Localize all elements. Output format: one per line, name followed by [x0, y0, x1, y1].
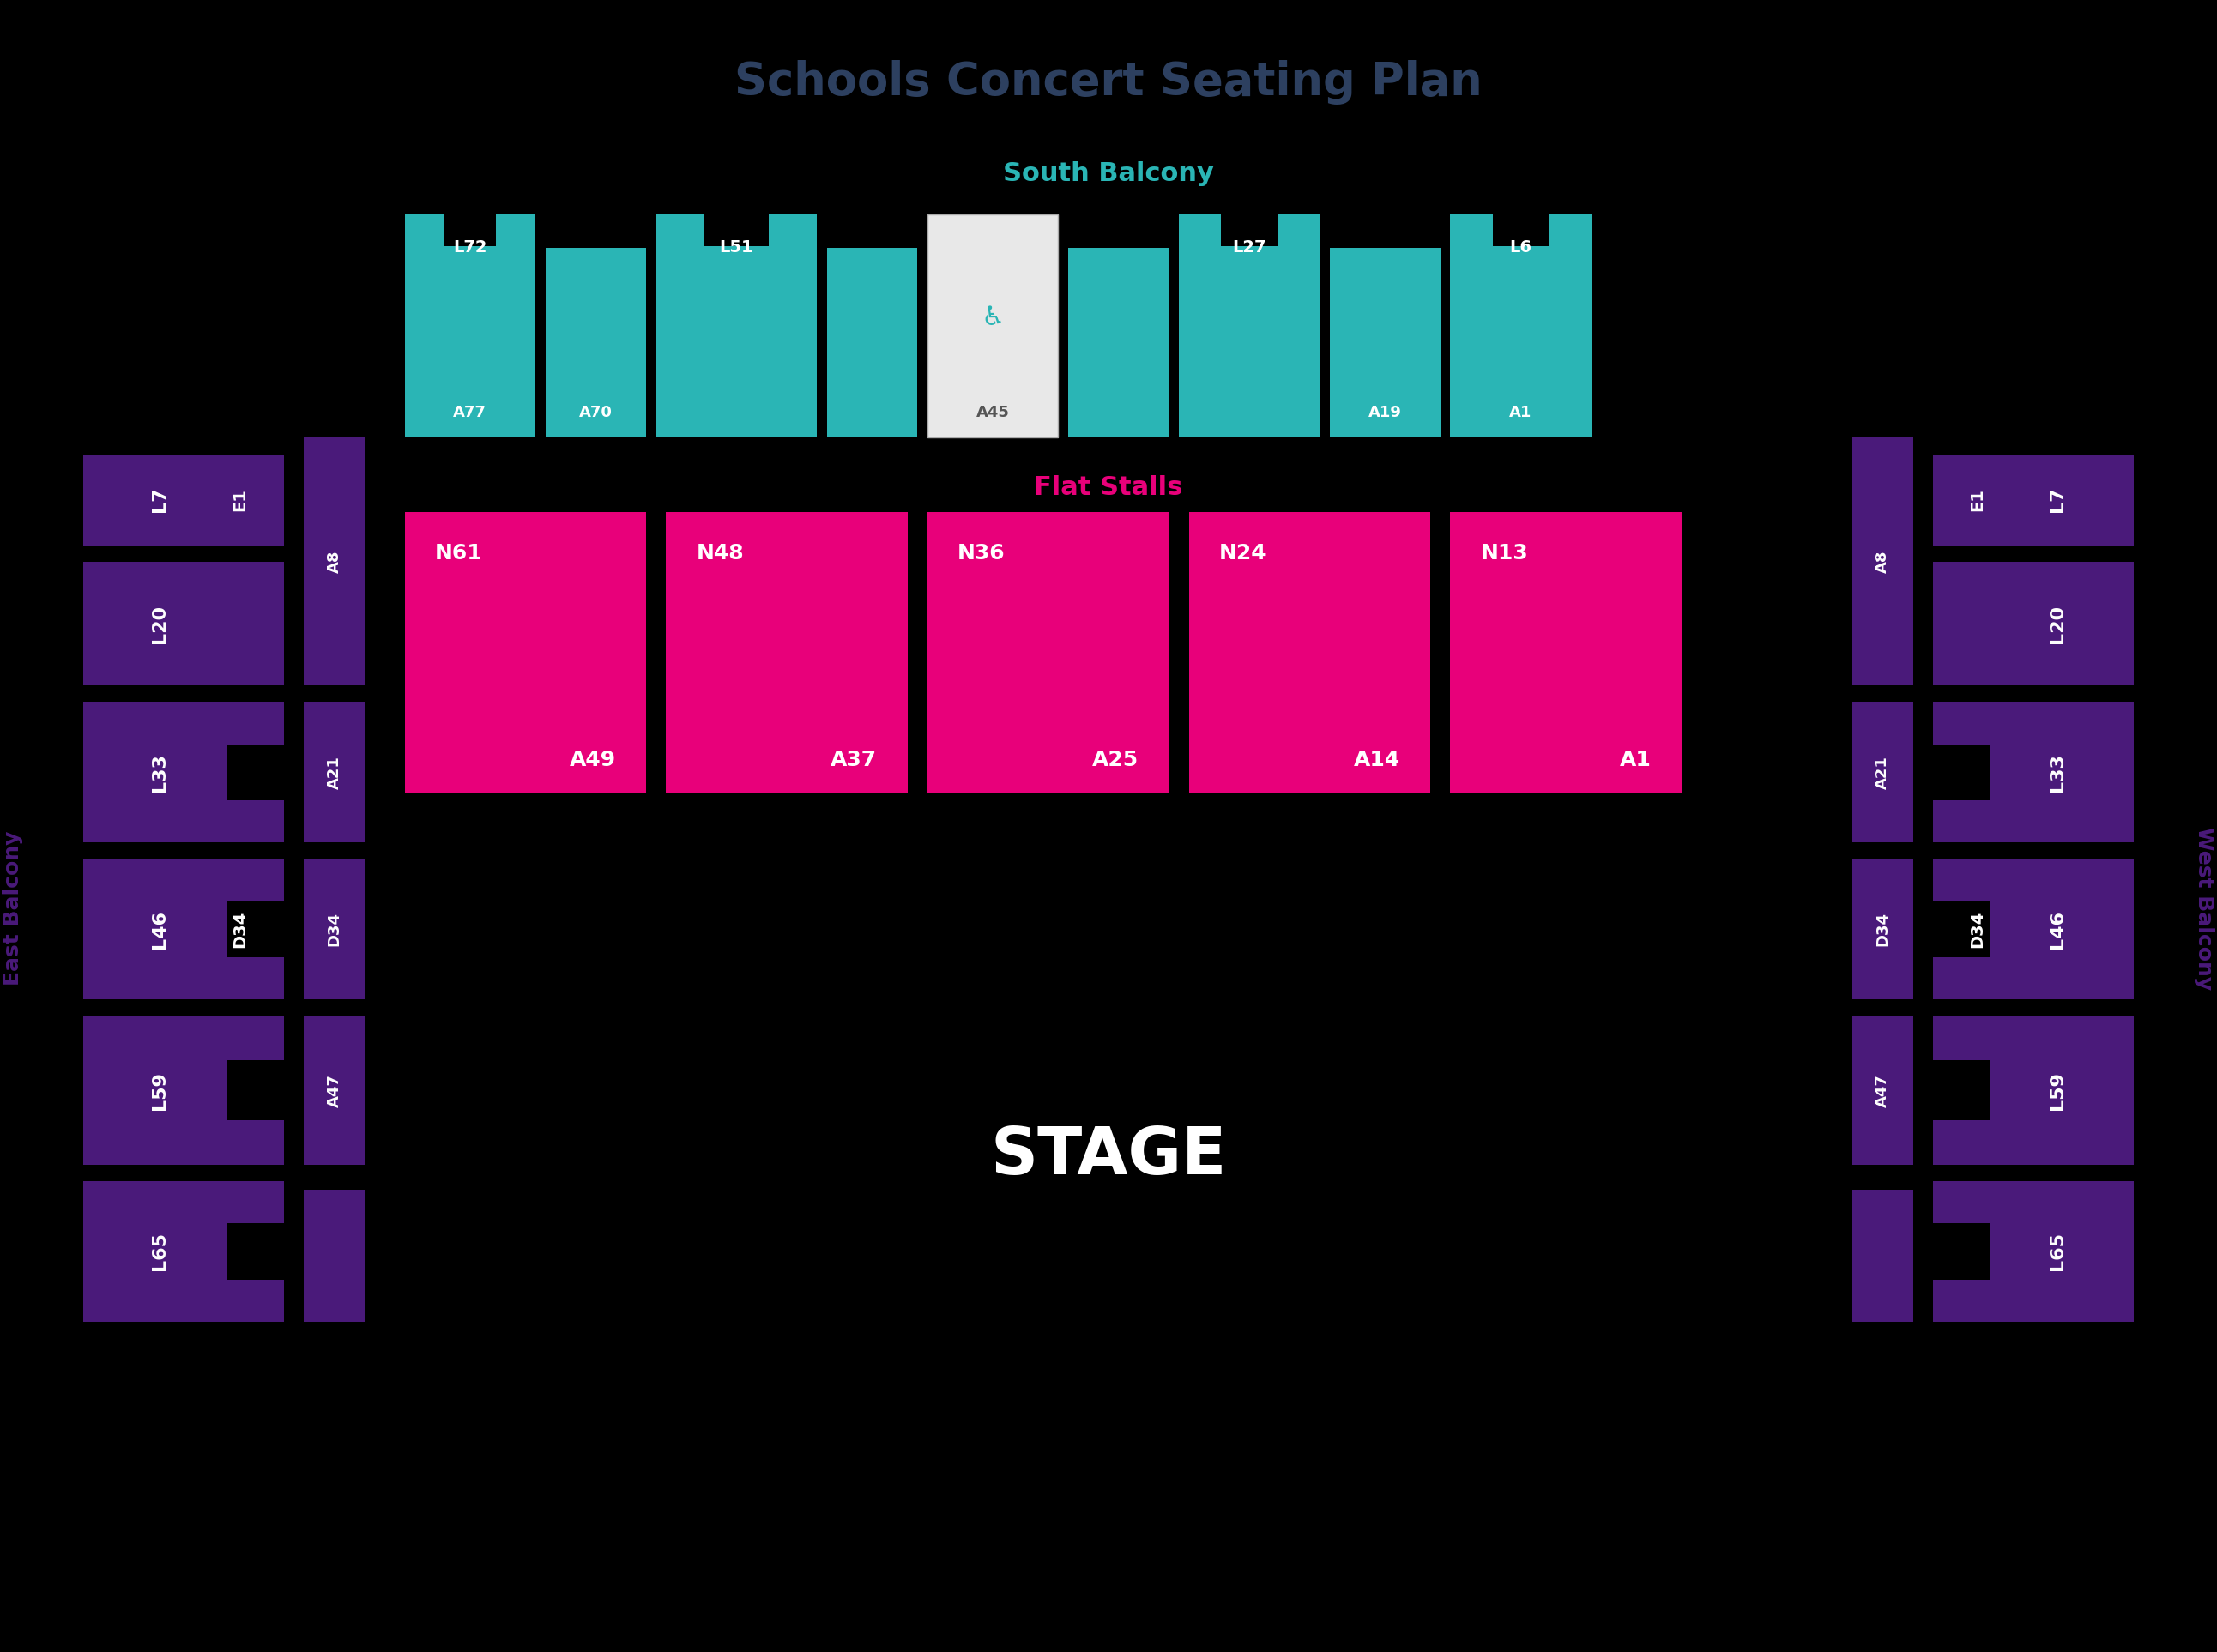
Text: A77: A77 — [452, 405, 488, 421]
Text: L33: L33 — [2049, 753, 2066, 791]
Text: L59: L59 — [2049, 1070, 2066, 1110]
Bar — [228, 743, 284, 800]
Text: A21: A21 — [326, 755, 341, 790]
Bar — [82, 859, 284, 999]
Bar — [927, 215, 1058, 438]
Bar — [1853, 1016, 1913, 1165]
Bar — [1933, 1016, 2135, 1165]
Text: L7: L7 — [2049, 487, 2066, 512]
Bar — [304, 438, 364, 686]
Text: West Balcony: West Balcony — [2195, 828, 2215, 990]
Text: L33: L33 — [151, 753, 168, 791]
Text: A49: A49 — [570, 750, 616, 770]
Bar — [1853, 1189, 1913, 1322]
Text: L20: L20 — [151, 605, 168, 643]
Text: D34: D34 — [231, 910, 248, 948]
Bar — [304, 1189, 364, 1322]
Text: N24: N24 — [1219, 544, 1266, 563]
Bar — [82, 1181, 284, 1322]
Text: L51: L51 — [721, 240, 754, 256]
Bar — [82, 1016, 284, 1165]
Bar — [1222, 213, 1277, 246]
Text: East Balcony: East Balcony — [2, 831, 22, 986]
Text: L6: L6 — [1510, 240, 1532, 256]
Bar — [927, 512, 1168, 793]
Text: A25: A25 — [1093, 750, 1140, 770]
Bar — [665, 512, 907, 793]
Text: STAGE: STAGE — [991, 1125, 1226, 1188]
Text: L27: L27 — [1233, 240, 1266, 256]
Bar — [1853, 438, 1913, 686]
Text: E1: E1 — [231, 489, 248, 510]
Text: L65: L65 — [2049, 1232, 2066, 1270]
Text: A47: A47 — [1876, 1074, 1891, 1107]
Text: A14: A14 — [1355, 750, 1401, 770]
Bar — [1179, 215, 1319, 438]
Bar — [1933, 562, 2135, 686]
Text: A70: A70 — [579, 405, 612, 421]
Bar — [1069, 248, 1168, 438]
Bar — [1933, 743, 1989, 800]
Text: L20: L20 — [2049, 605, 2066, 643]
Bar — [1933, 902, 1989, 958]
Bar — [827, 248, 918, 438]
Text: L59: L59 — [151, 1070, 168, 1110]
Text: A1: A1 — [1621, 750, 1652, 770]
Text: A8: A8 — [1876, 550, 1891, 573]
Bar — [1933, 1061, 1989, 1120]
Text: E1: E1 — [1969, 489, 1986, 510]
Text: A47: A47 — [326, 1074, 341, 1107]
Bar — [228, 1222, 284, 1279]
Text: A8: A8 — [326, 550, 341, 573]
Bar — [304, 1016, 364, 1165]
Text: L46: L46 — [2049, 910, 2066, 948]
Bar — [1450, 512, 1683, 793]
Text: A37: A37 — [831, 750, 878, 770]
Bar — [406, 512, 645, 793]
Text: L7: L7 — [151, 487, 168, 512]
Bar — [82, 702, 284, 843]
Bar — [1450, 215, 1592, 438]
Text: A45: A45 — [975, 405, 1009, 421]
Bar — [228, 1061, 284, 1120]
Text: L65: L65 — [151, 1232, 168, 1270]
Bar — [228, 902, 284, 958]
Bar — [1933, 1222, 1989, 1279]
Text: Flat Stalls: Flat Stalls — [1033, 474, 1184, 501]
Bar — [304, 702, 364, 843]
Text: D34: D34 — [1969, 910, 1986, 948]
Bar — [82, 454, 284, 545]
Bar — [304, 859, 364, 999]
Text: A21: A21 — [1876, 755, 1891, 790]
Bar — [1330, 248, 1441, 438]
Bar — [656, 215, 816, 438]
Text: South Balcony: South Balcony — [1002, 160, 1215, 187]
Bar — [1853, 859, 1913, 999]
Text: D34: D34 — [1876, 912, 1891, 947]
Text: D34: D34 — [326, 912, 341, 947]
Bar — [406, 215, 534, 438]
Bar — [1188, 512, 1430, 793]
Bar — [545, 248, 645, 438]
Text: A19: A19 — [1368, 405, 1401, 421]
Text: A1: A1 — [1510, 405, 1532, 421]
Text: Schools Concert Seating Plan: Schools Concert Seating Plan — [734, 61, 1483, 104]
Text: N13: N13 — [1481, 544, 1528, 563]
Bar — [1853, 702, 1913, 843]
Bar — [1933, 859, 2135, 999]
Bar — [1933, 1181, 2135, 1322]
Bar — [1492, 213, 1550, 246]
Text: L46: L46 — [151, 910, 168, 948]
Text: N48: N48 — [696, 544, 745, 563]
Bar — [82, 562, 284, 686]
Text: ♿: ♿ — [982, 306, 1004, 330]
Text: L72: L72 — [452, 240, 488, 256]
Text: N61: N61 — [435, 544, 483, 563]
Bar — [1933, 702, 2135, 843]
Text: N36: N36 — [958, 544, 1004, 563]
Bar — [705, 213, 769, 246]
Bar — [443, 213, 497, 246]
Bar — [1933, 454, 2135, 545]
